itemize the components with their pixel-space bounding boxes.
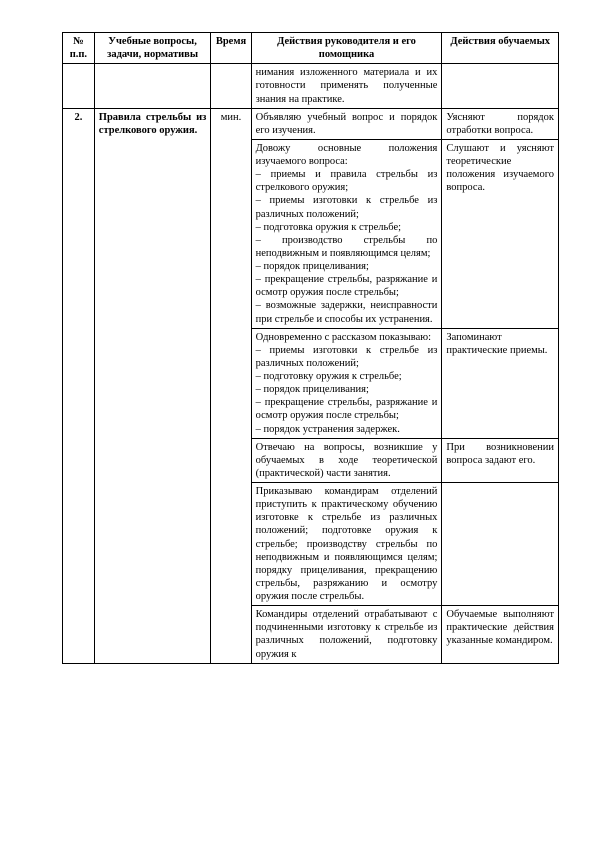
hdr-num: № п.п. bbox=[63, 33, 95, 64]
cell-r3c4: Отвечаю на вопросы, возникшие у обучаемы… bbox=[251, 438, 442, 482]
cell-r2c4: Одновременно с рассказом показываю:– при… bbox=[251, 328, 442, 438]
hdr-actR: Действия руководителя и его помощника bbox=[251, 33, 442, 64]
cell-r0c5: Уясняют порядок отработки вопроса. bbox=[442, 108, 559, 139]
cell-r4c5 bbox=[442, 483, 559, 606]
header-row: № п.п. Учебные вопросы, задачи, норматив… bbox=[63, 33, 559, 64]
cell-num-2: 2. bbox=[63, 108, 95, 663]
cell-r0c4: Объявляю учебный вопрос и порядок его из… bbox=[251, 108, 442, 139]
cell-r5c4: Командиры отделений отрабатывают с подчи… bbox=[251, 606, 442, 664]
cell-actR-prev: нимания изложенного материала и их готов… bbox=[251, 64, 442, 108]
cell-r1c4: Довожу основные положения изучаемого воп… bbox=[251, 139, 442, 328]
document-page: № п.п. Учебные вопросы, задачи, норматив… bbox=[0, 0, 595, 696]
cell-task-2: Правила стрельбы из стрелкового оружия. bbox=[94, 108, 211, 663]
cell-r5c5: Обучаемые выполняют практические действи… bbox=[442, 606, 559, 664]
cell-r1c5: Слушают и уясняют теоретические положени… bbox=[442, 139, 559, 328]
cell-r3c5: При возникновении вопроса задают его. bbox=[442, 438, 559, 482]
sec2-row0: 2. Правила стрельбы из стрелкового оружи… bbox=[63, 108, 559, 139]
cell-r2c5: Запоминают практические приемы. bbox=[442, 328, 559, 438]
hdr-time: Время bbox=[211, 33, 251, 64]
hdr-task: Учебные вопросы, задачи, нормативы bbox=[94, 33, 211, 64]
training-plan-table: № п.п. Учебные вопросы, задачи, норматив… bbox=[62, 32, 559, 664]
table-header: № п.п. Учебные вопросы, задачи, норматив… bbox=[63, 33, 559, 64]
cell-empty bbox=[211, 64, 251, 108]
cell-r4c4: Приказываю командирам отделений приступи… bbox=[251, 483, 442, 606]
prev-row: нимания изложенного материала и их готов… bbox=[63, 64, 559, 108]
hdr-actO: Действия обучаемых bbox=[442, 33, 559, 64]
cell-empty bbox=[442, 64, 559, 108]
cell-empty bbox=[94, 64, 211, 108]
cell-time-2: мин. bbox=[211, 108, 251, 663]
cell-empty bbox=[63, 64, 95, 108]
